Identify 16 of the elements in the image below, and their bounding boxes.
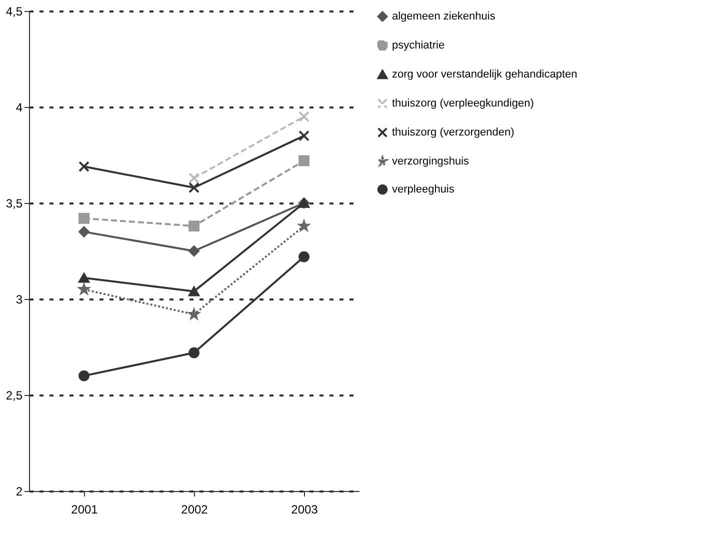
- y-tick-label: 3,5: [6, 196, 23, 210]
- legend-label: zorg voor verstandelijk gehandicapten: [392, 68, 578, 80]
- legend-label: psychiatrie: [392, 40, 445, 52]
- legend-label: thuiszorg (verzorgenden): [392, 126, 514, 138]
- y-tick-label: 4: [16, 100, 23, 114]
- legend-label: thuiszorg (verpleegkundigen): [392, 98, 534, 110]
- y-tick-label: 2: [16, 484, 23, 498]
- y-tick-label: 2,5: [6, 388, 23, 402]
- y-tick-label: 4,5: [6, 4, 23, 18]
- x-tick-label: 2003: [291, 502, 318, 516]
- x-tick-label: 2002: [181, 502, 208, 516]
- legend-label: verzorgingshuis: [392, 156, 470, 168]
- x-tick-label: 2001: [71, 502, 98, 516]
- legend-label: algemeen ziekenhuis: [392, 10, 496, 22]
- legend-label: verpleeghuis: [392, 184, 455, 196]
- y-tick-label: 3: [16, 292, 23, 306]
